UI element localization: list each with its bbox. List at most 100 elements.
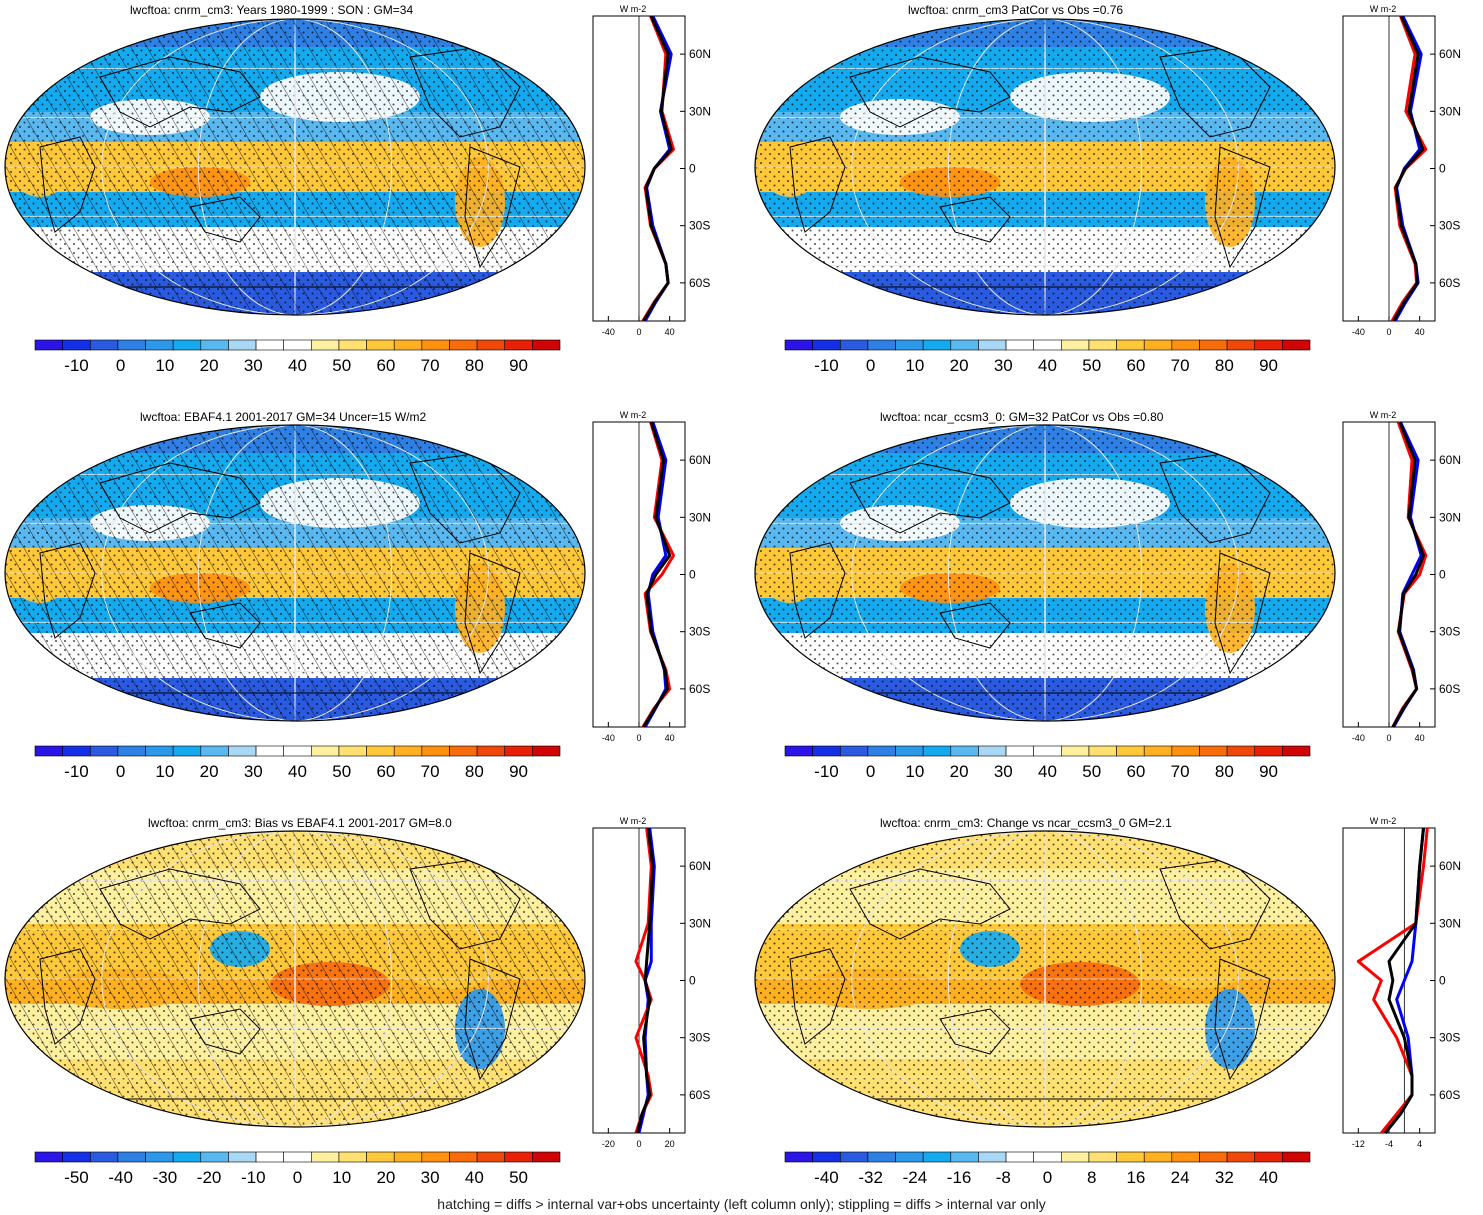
graticule-meridian [294,425,296,721]
colorbar-label: 90 [1259,356,1278,375]
x-tick-label: 20 [665,1139,675,1149]
map-outline [754,830,1336,1128]
colorbar-swatch [338,1151,367,1163]
colorbar-label: 20 [200,356,219,375]
colorbar-label: 0 [866,762,875,781]
colorbar-swatch [1171,339,1200,351]
colorbar-swatch [1005,339,1034,351]
map-panel-p3 [4,424,586,722]
x-tick-label: -40 [602,733,615,743]
colorbar-swatch [476,745,506,757]
coastline [189,1008,261,1055]
colorbar-swatch [1116,339,1145,351]
map-panel-p6 [754,830,1336,1128]
zonal-series-mean [1391,421,1425,728]
colorbar-label: -8 [996,1168,1011,1187]
colorbar-label: 60 [376,356,395,375]
panel-title-p2: lwcftoa: cnrm_cm3 PatCor vs Obs =0.76 [908,3,1124,17]
colorbar-label: 0 [116,356,125,375]
y-tick-label: 60N [689,859,711,873]
colorbar-swatch [338,339,367,351]
colorbar-swatch [449,1151,478,1163]
x-tick-label: 40 [665,733,675,743]
colorbar-swatch [1254,339,1283,351]
coastline [189,602,261,649]
colorbar-swatch [812,1151,841,1163]
colorbar-swatch [1171,1151,1200,1163]
colorbar-label: -40 [814,1168,839,1187]
colorbar-swatch [1282,745,1311,757]
graticule-meridian [1044,19,1046,315]
colorbar-swatch [922,1151,952,1163]
y-tick-label: 30S [689,625,710,639]
coastline [99,462,261,534]
colorbar-swatch [895,1151,924,1163]
y-tick-label: 60S [1439,1088,1460,1102]
colorbar-swatch [1061,339,1090,351]
colorbar-label: -30 [153,1168,178,1187]
map-outline [754,18,1336,316]
coastline [464,552,521,675]
colorbar-label: 90 [509,356,528,375]
colorbar-label: 8 [1087,1168,1096,1187]
colorbar-label: 24 [1171,1168,1190,1187]
colorbar-swatch [89,745,119,757]
colorbar-label: 60 [376,762,395,781]
colorbar-swatch [421,339,450,351]
x-tick-label: 40 [1415,733,1425,743]
colorbar-label: 80 [465,356,484,375]
y-tick-label: 60N [689,453,711,467]
colorbar-swatch [839,1151,869,1163]
colorbar-swatch [366,745,395,757]
colorbar-label: 40 [465,1168,484,1187]
coastline [464,958,521,1081]
colorbar-swatch [366,1151,395,1163]
colorbar-swatch [1033,745,1062,757]
colorbar-swatch [1282,339,1311,351]
graticule-meridian [101,19,489,315]
colorbar-swatch [421,745,450,757]
colorbar-label: 50 [1082,762,1101,781]
colorbar-label: 10 [155,356,174,375]
x-tick-label: 40 [1415,327,1425,337]
y-tick-label: 60S [1439,682,1460,696]
colorbar-label: 0 [116,762,125,781]
colorbar-label: 0 [866,356,875,375]
x-tick-label: -4 [1385,1139,1393,1149]
y-tick-label: 60N [1439,47,1461,61]
zonal-series-mean [642,15,673,322]
graticule-meridian [947,831,1143,1127]
colorbar-swatch [839,745,869,757]
colorbar-swatch [1005,1151,1034,1163]
colorbar-swatch [867,745,896,757]
y-tick-label: 60S [689,1088,710,1102]
colorbar-p3: -10 0 10 20 30 40 50 60 70 80 90 [34,745,561,781]
coastline [1214,958,1271,1081]
colorbar-swatch [978,1151,1007,1163]
colorbar-swatch [117,745,146,757]
colorbar-label: 40 [288,762,307,781]
coastline [189,196,261,243]
colorbar-label: 10 [332,1168,351,1187]
map-panel-p4 [754,424,1336,722]
colorbar-p1: -10 0 10 20 30 40 50 60 70 80 90 [34,339,561,375]
panel-title-p4: lwcftoa: ncar_ccsm3_0: GM=32 PatCor vs O… [880,410,1164,424]
colorbar-label: -32 [858,1168,883,1187]
colorbar-swatch [200,745,229,757]
colorbar-swatch [978,339,1007,351]
zonal-plot-p6: -12 -4 4 60N 30N 0 30S 60S W m-2 [1342,816,1461,1149]
colorbar-p6: -40 -32 -24 -16 -8 0 8 16 24 32 40 [784,1151,1311,1187]
colorbar-p5: -50 -40 -30 -20 -10 0 10 20 30 40 50 [34,1151,561,1187]
colorbar-swatch [950,745,979,757]
coastline [789,136,846,233]
footnote: hatching = diffs > internal var+obs unce… [437,1196,1046,1212]
colorbar-swatch [476,339,506,351]
panel-title-p1: lwcftoa: cnrm_cm3: Years 1980-1999 : SON… [130,3,414,17]
x-tick-label: 0 [1386,733,1391,743]
colorbar-swatch [504,339,533,351]
colorbar-swatch [1199,1151,1228,1163]
colorbar-label: 60 [1126,762,1145,781]
colorbar-swatch [895,745,924,757]
map-outline [4,424,586,722]
x-tick-label: 0 [1386,327,1391,337]
